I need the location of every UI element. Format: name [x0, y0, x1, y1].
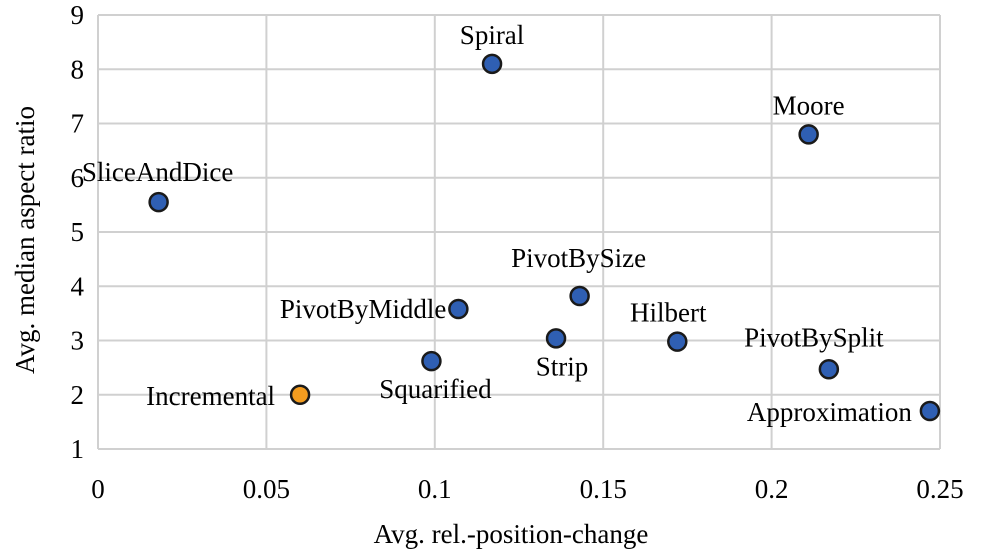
x-tick-label: 0.15	[580, 474, 627, 504]
x-axis-title: Avg. rel.-position-change	[374, 519, 649, 549]
point-label: Approximation	[747, 397, 912, 427]
data-point	[569, 285, 590, 307]
x-tick-label: 0	[91, 474, 105, 504]
y-tick-label: 6	[71, 163, 85, 193]
data-point	[421, 350, 442, 372]
y-tick-label: 4	[71, 271, 85, 301]
data-points	[148, 53, 941, 422]
point-label: PivotBySize	[511, 243, 646, 273]
point-labels: Spiral Moore SliceAndDice PivotBySize PivotB…	[82, 20, 912, 427]
data-point	[818, 359, 840, 380]
y-tick-label: 9	[71, 0, 85, 30]
point-label: Incremental	[146, 381, 275, 411]
data-point	[289, 384, 311, 405]
data-point	[798, 124, 819, 145]
x-tick-label: 0.25	[916, 474, 963, 504]
point-label: Spiral	[460, 20, 525, 50]
point-label: PivotBySplit	[744, 322, 884, 352]
x-tick-label: 0.05	[243, 474, 290, 504]
point-label: Hilbert	[630, 298, 707, 328]
point-label: PivotByMiddle	[280, 294, 447, 324]
point-label: Moore	[773, 90, 845, 120]
y-tick-label: 2	[71, 380, 85, 410]
point-label: Squarified	[379, 374, 492, 404]
data-point	[667, 331, 688, 352]
x-tick-labels: 0 0.05 0.1 0.15 0.2 0.25	[91, 474, 963, 504]
y-tick-label: 1	[71, 434, 85, 464]
data-point	[545, 328, 567, 349]
y-tick-label: 8	[71, 54, 85, 84]
y-axis-title: Avg. median aspect ratio	[10, 106, 40, 374]
x-tick-label: 0.1	[418, 474, 452, 504]
y-tick-labels: 1 2 3 4 5 6 7 8 9	[71, 0, 85, 464]
point-label: Strip	[536, 351, 589, 381]
data-point	[919, 400, 941, 422]
x-tick-label: 0.2	[755, 474, 789, 504]
point-label: SliceAndDice	[82, 157, 233, 187]
data-point	[481, 53, 503, 75]
gridlines	[97, 14, 941, 450]
data-point	[448, 298, 469, 320]
data-point	[148, 191, 169, 213]
y-tick-label: 5	[71, 217, 85, 247]
y-tick-label: 7	[71, 109, 85, 139]
y-tick-label: 3	[71, 326, 85, 356]
